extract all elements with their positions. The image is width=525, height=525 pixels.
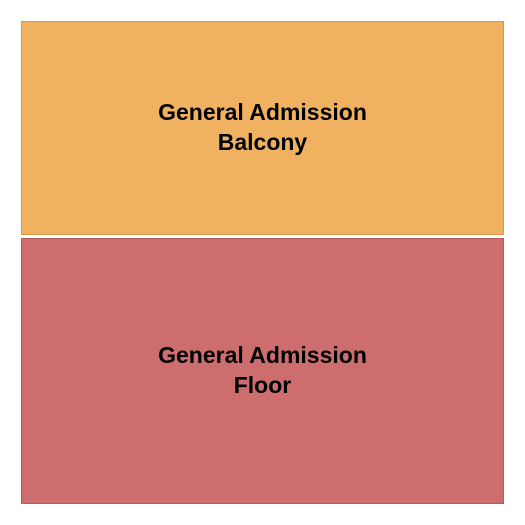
section-balcony-label: General Admission Balcony (158, 98, 367, 158)
section-floor[interactable]: General Admission Floor (21, 238, 504, 504)
section-balcony[interactable]: General Admission Balcony (21, 21, 504, 235)
seating-chart: General Admission Balcony General Admiss… (21, 21, 504, 504)
section-floor-label: General Admission Floor (158, 341, 367, 401)
